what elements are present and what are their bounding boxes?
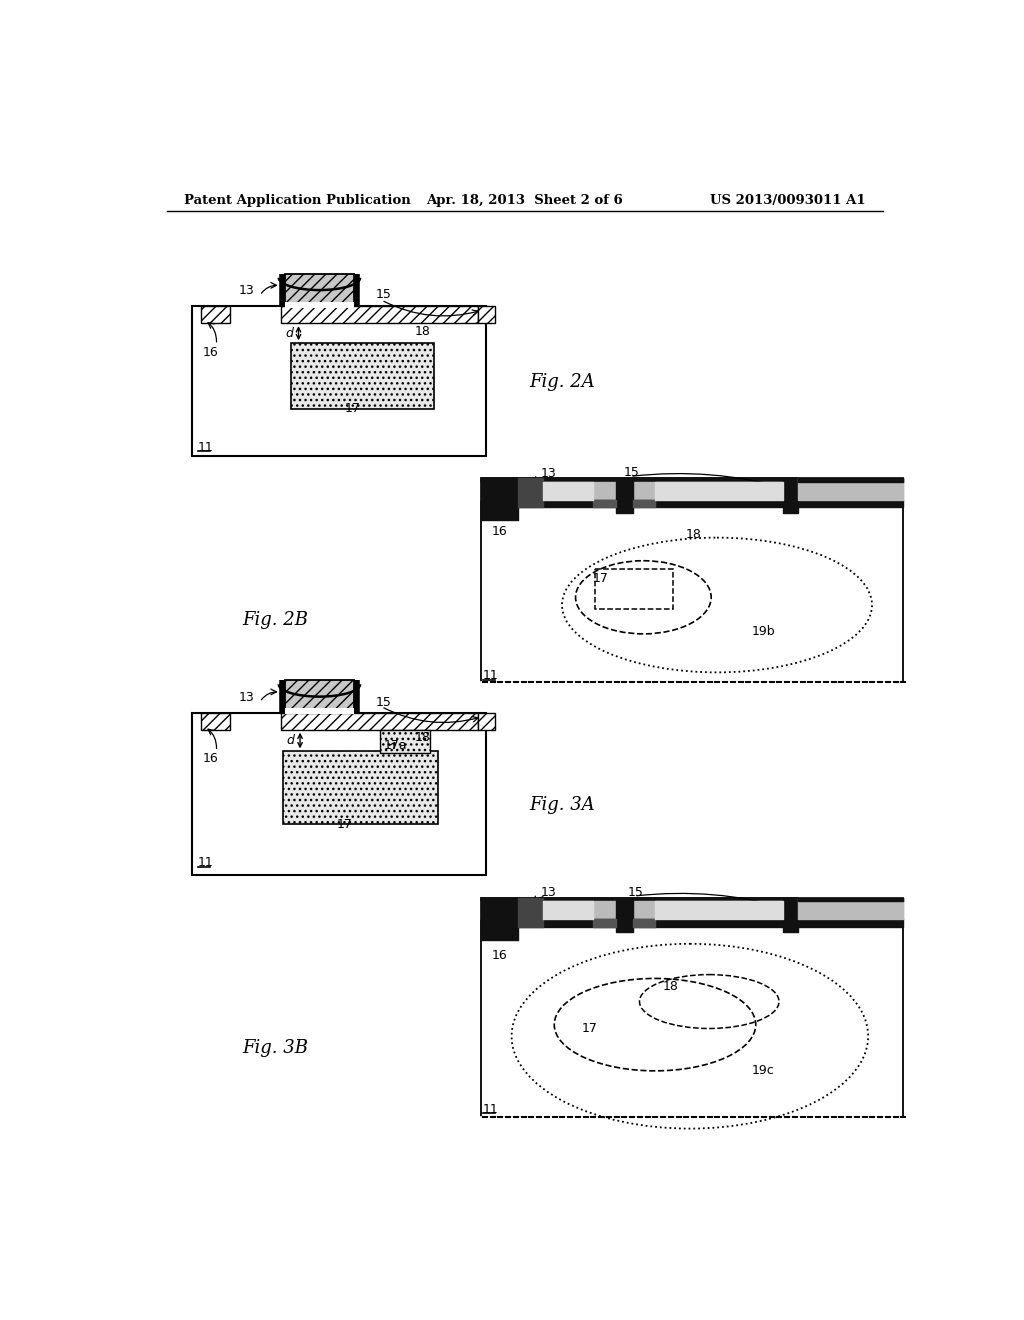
Bar <box>191 306 486 457</box>
Text: 13: 13 <box>239 284 254 297</box>
Text: 15: 15 <box>624 466 640 479</box>
Bar <box>285 275 354 306</box>
Text: 18: 18 <box>415 731 430 744</box>
Text: 11: 11 <box>198 441 213 454</box>
Text: 16: 16 <box>493 525 508 539</box>
Bar <box>201 306 230 323</box>
Bar <box>478 306 496 323</box>
Text: Fig. 3B: Fig. 3B <box>243 1039 308 1057</box>
Bar <box>285 681 354 713</box>
Text: 11: 11 <box>198 857 213 870</box>
Text: Fig. 2A: Fig. 2A <box>529 372 595 391</box>
Bar <box>480 898 903 1117</box>
Bar <box>281 306 478 323</box>
Text: 18: 18 <box>415 325 430 338</box>
Text: 18: 18 <box>663 979 679 993</box>
Text: 17: 17 <box>593 572 608 585</box>
Text: 15: 15 <box>376 696 392 709</box>
Bar <box>478 713 496 730</box>
Bar <box>285 708 354 714</box>
Text: 16: 16 <box>203 346 219 359</box>
Text: 17a: 17a <box>384 739 408 751</box>
Bar <box>380 730 430 752</box>
Text: 18: 18 <box>686 528 701 541</box>
Text: Patent Application Publication: Patent Application Publication <box>183 194 411 207</box>
Bar <box>191 713 486 875</box>
Text: d: d <box>286 326 293 339</box>
Bar <box>480 478 903 682</box>
Bar <box>291 343 434 409</box>
Text: 15: 15 <box>376 288 392 301</box>
Bar <box>281 713 478 730</box>
Text: 13: 13 <box>541 467 557 480</box>
Text: Fig. 2B: Fig. 2B <box>243 611 308 630</box>
Text: 11: 11 <box>483 669 499 682</box>
Text: Fig. 3A: Fig. 3A <box>529 796 595 814</box>
Text: 19c: 19c <box>752 1064 775 1077</box>
Text: 13: 13 <box>239 690 254 704</box>
Bar <box>285 302 354 308</box>
Text: Apr. 18, 2013  Sheet 2 of 6: Apr. 18, 2013 Sheet 2 of 6 <box>426 194 624 207</box>
Text: 17: 17 <box>345 403 360 416</box>
Text: 16: 16 <box>493 949 508 962</box>
Text: 16: 16 <box>203 752 219 766</box>
Bar <box>201 713 230 730</box>
Text: 17: 17 <box>582 1022 597 1035</box>
Bar <box>283 751 438 825</box>
Text: 13: 13 <box>541 886 557 899</box>
Text: 17: 17 <box>337 818 353 832</box>
Text: 11: 11 <box>483 1102 499 1115</box>
Bar <box>595 569 673 609</box>
Text: 15: 15 <box>628 886 643 899</box>
Text: 19b: 19b <box>752 626 775 639</box>
Text: US 2013/0093011 A1: US 2013/0093011 A1 <box>711 194 866 207</box>
Text: d: d <box>287 734 295 747</box>
